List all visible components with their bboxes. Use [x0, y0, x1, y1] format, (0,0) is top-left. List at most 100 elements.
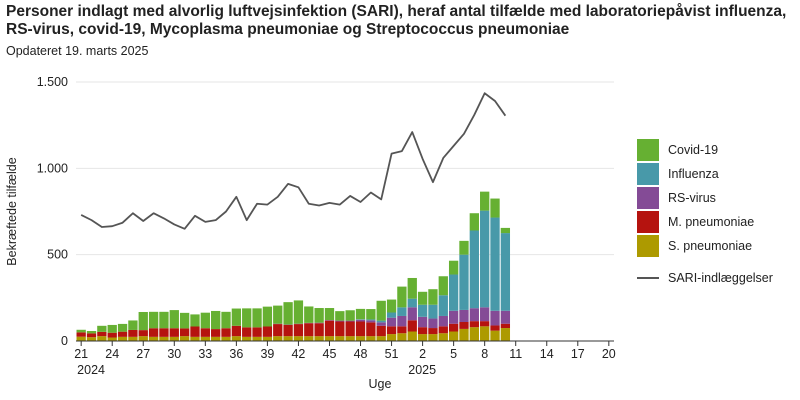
bar-segment [117, 331, 128, 337]
bar-segment [97, 336, 107, 341]
bar-segment [314, 336, 324, 341]
bar-segment [417, 327, 428, 335]
bar-segment [448, 331, 459, 341]
bar-segment [273, 305, 283, 324]
bar-segment [128, 329, 138, 337]
bar-segment [76, 329, 86, 333]
x-tick-label: 8 [481, 347, 488, 361]
bar-segment [179, 312, 190, 329]
x-tick-label: 5 [450, 347, 457, 361]
bar-segment [397, 333, 407, 341]
bar-segment [407, 331, 417, 341]
bar-segment [366, 319, 376, 321]
bar-segment [428, 289, 438, 305]
bar-segment [76, 332, 86, 337]
legend-label: SARI-indlæggelser [668, 271, 773, 285]
bar-segment [252, 336, 262, 341]
bar-segment [397, 286, 407, 308]
bar-segment [314, 323, 324, 337]
bar-segment [324, 336, 335, 341]
bar-segment [221, 311, 231, 329]
bar-segment [366, 320, 376, 323]
bar-segment [386, 312, 397, 318]
legend-item: RS-virus [637, 186, 797, 210]
legend-line-swatch [637, 277, 659, 279]
bar-segment [128, 336, 138, 341]
bar-segment [469, 308, 479, 322]
bar-segment [469, 327, 479, 341]
bar-segment [345, 321, 355, 337]
bar-segment [448, 260, 459, 275]
bar-segment [159, 328, 169, 337]
bar-segment [231, 325, 242, 337]
bar-segment [97, 325, 107, 332]
bar-segment [252, 327, 262, 337]
bar-segment [293, 300, 304, 324]
bar-segment [242, 336, 252, 341]
bar-segment [335, 320, 345, 322]
bar-segment [459, 328, 469, 341]
bar-segment [480, 307, 490, 322]
bar-segment [200, 336, 210, 341]
bar-segment [211, 329, 221, 337]
chart-legend: Covid-19 Influenza RS-virus M. pneumoniae S.… [637, 138, 797, 290]
bar-segment [138, 330, 148, 337]
bar-segment [459, 254, 469, 310]
bar-segment [386, 299, 397, 313]
bar-segment [221, 328, 231, 337]
legend-swatch [637, 187, 659, 209]
bar-segment [262, 336, 273, 341]
bar-segment [469, 321, 479, 328]
year-label: 2025 [408, 363, 436, 377]
legend-swatch [637, 235, 659, 257]
bar-segment [231, 336, 242, 341]
bar-segment [417, 316, 428, 328]
bar-segment [324, 320, 335, 337]
x-tick-label: 33 [198, 347, 212, 361]
bar-segment [386, 317, 397, 327]
legend-label: M. pneumoniae [668, 215, 755, 229]
bar-segment [293, 324, 304, 337]
bar-segment [148, 336, 159, 341]
x-tick-label: 51 [385, 347, 399, 361]
bar-segment [107, 332, 117, 338]
bar-segment [190, 336, 200, 341]
bar-segment [314, 308, 324, 323]
bar-segment [386, 334, 397, 341]
bar-segment [262, 306, 273, 327]
bar-segment [428, 304, 438, 319]
bar-segment [397, 307, 407, 316]
bar-segment [179, 336, 190, 341]
bar-segment [490, 217, 500, 311]
bar-segment [407, 320, 417, 332]
bar-segment [262, 326, 273, 337]
bar-segment [376, 325, 386, 337]
bar-segment [438, 295, 448, 316]
bar-segment [376, 300, 386, 321]
y-tick-label: 0 [61, 334, 68, 348]
bar-segment [500, 328, 511, 341]
bar-segment [76, 336, 86, 341]
bar-segment [86, 337, 97, 341]
bar-segment [293, 336, 304, 341]
x-tick-label: 45 [323, 347, 337, 361]
bar-segment [324, 308, 335, 321]
bar-segment [448, 323, 459, 332]
x-axis-title: Uge [369, 377, 392, 391]
bar-segment [490, 310, 500, 326]
bar-segment [407, 298, 417, 308]
bar-segment [366, 309, 376, 320]
bar-segment [355, 308, 366, 320]
bar-segment [428, 328, 438, 335]
bar-segment [252, 308, 262, 328]
bar-segment [159, 336, 169, 341]
bar-segment [117, 323, 128, 332]
bar-segment [438, 333, 448, 341]
bar-segment [107, 324, 117, 333]
legend-swatch [637, 139, 659, 161]
legend-item: M. pneumoniae [637, 210, 797, 234]
legend-swatch [637, 163, 659, 185]
bar-segment [273, 336, 283, 341]
bar-segment [500, 227, 511, 234]
x-tick-label: 42 [291, 347, 305, 361]
